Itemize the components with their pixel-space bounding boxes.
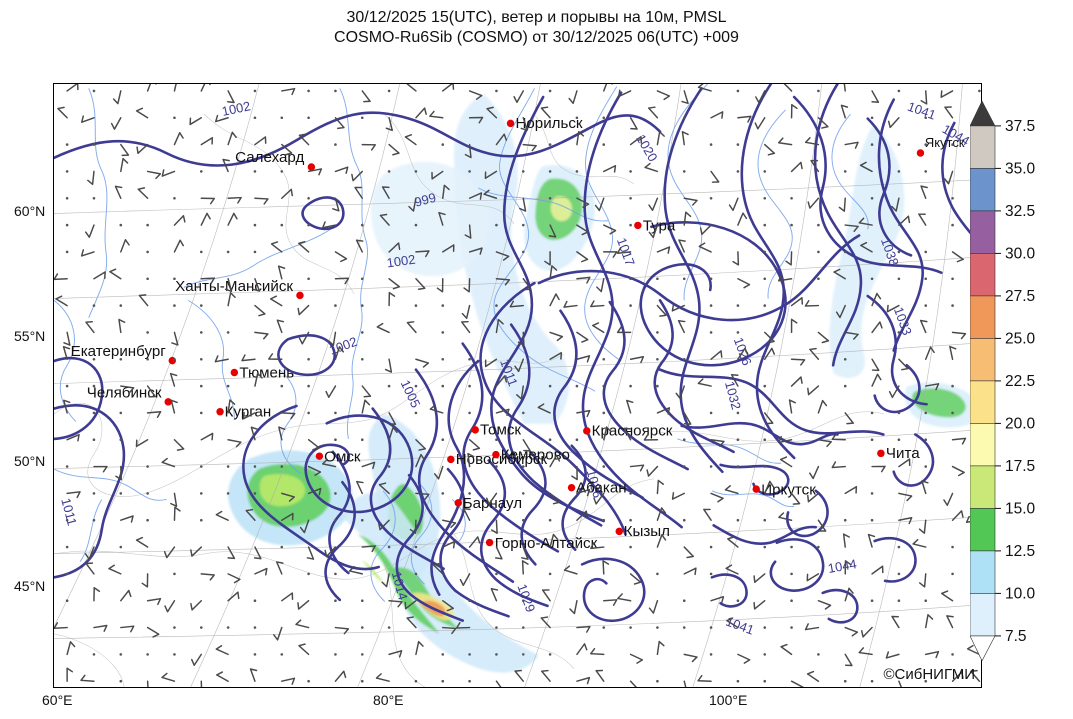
svg-text:Тюмень: Тюмень	[239, 364, 294, 381]
svg-text:10.0: 10.0	[1005, 586, 1036, 603]
svg-text:37.5: 37.5	[1005, 118, 1035, 135]
svg-text:Екатеринбург: Екатеринбург	[71, 343, 167, 360]
svg-text:25.0: 25.0	[1005, 331, 1036, 348]
svg-text:12.5: 12.5	[1005, 543, 1035, 560]
svg-text:Якутск: Якутск	[925, 135, 965, 150]
svg-text:Томск: Томск	[480, 422, 521, 439]
svg-text:7.5: 7.5	[1005, 628, 1027, 645]
svg-text:Салехард: Салехард	[235, 149, 304, 166]
svg-text:Курган: Курган	[225, 403, 272, 420]
svg-text:15.0: 15.0	[1005, 501, 1036, 518]
svg-text:32.5: 32.5	[1005, 203, 1035, 220]
svg-text:20.0: 20.0	[1005, 416, 1036, 433]
svg-text:27.5: 27.5	[1005, 288, 1035, 305]
svg-text:17.5: 17.5	[1005, 458, 1035, 475]
svg-text:Тура: Тура	[643, 217, 676, 234]
svg-text:22.5: 22.5	[1005, 373, 1035, 390]
svg-text:Барнаул: Барнаул	[463, 495, 522, 512]
svg-text:Абакан: Абакан	[576, 480, 627, 497]
svg-text:Омск: Омск	[324, 448, 361, 465]
svg-text:Ханты-Мансийск: Ханты-Мансийск	[175, 278, 293, 295]
svg-text:Чита: Чита	[886, 445, 920, 462]
svg-text:Горно-Алтайск: Горно-Алтайск	[495, 535, 598, 552]
svg-text:35.0: 35.0	[1005, 161, 1036, 178]
svg-text:30.0: 30.0	[1005, 246, 1036, 263]
